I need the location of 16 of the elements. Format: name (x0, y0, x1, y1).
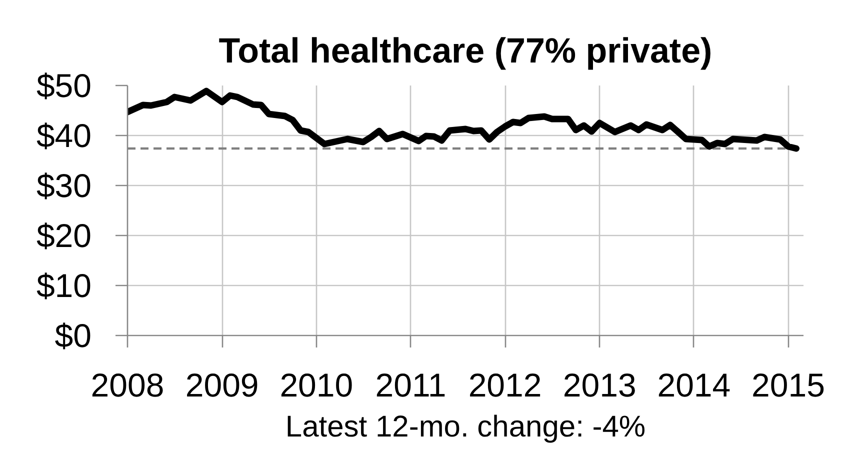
x-tick-label: 2008 (90, 366, 164, 404)
y-tick-label: $20 (36, 217, 92, 254)
x-tick-label: 2014 (657, 366, 731, 404)
text: Latest 12-mo. change: -4% (285, 410, 646, 444)
chart-title: Total healthcare (77% private) (218, 32, 712, 70)
x-tick-label: 2010 (280, 366, 354, 404)
x-tick-label: 2009 (185, 366, 259, 404)
y-tick-label: $30 (36, 167, 92, 204)
x-tick-label: 2012 (468, 366, 542, 404)
x-tick-label: 2011 (375, 366, 446, 404)
x-tick-label: 2013 (562, 366, 636, 404)
y-tick-label: $10 (36, 267, 92, 304)
y-tick-label: $0 (54, 317, 92, 354)
y-tick-label: $50 (36, 67, 92, 104)
y-tick-label: $40 (36, 117, 92, 154)
x-tick-label: 2015 (752, 366, 825, 404)
